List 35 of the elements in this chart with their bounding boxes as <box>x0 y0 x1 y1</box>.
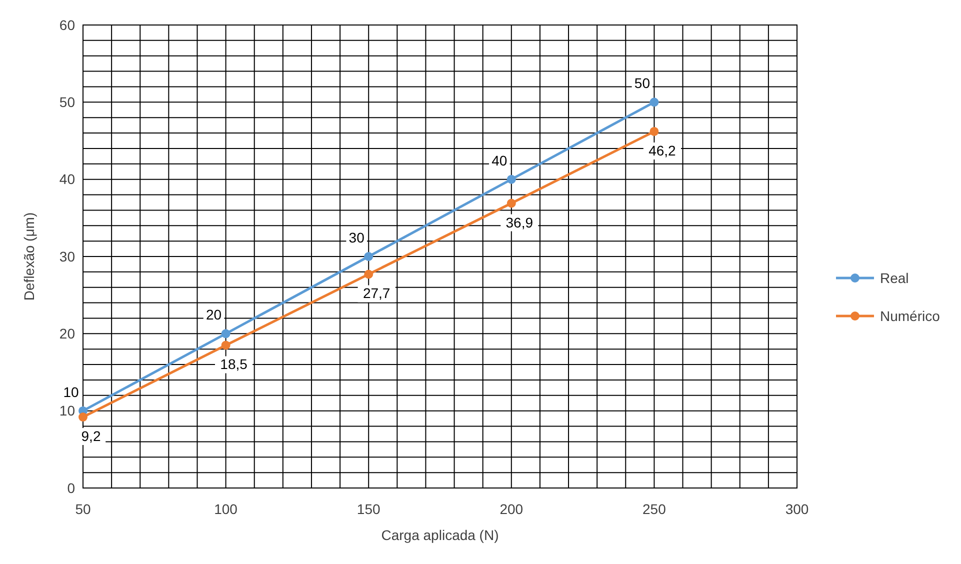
point <box>650 126 659 136</box>
y-tick-label: 30 <box>59 248 76 264</box>
x-tick-label: 250 <box>642 501 666 517</box>
y-axis-title: Deflexão (μm) <box>21 212 37 301</box>
y-tick-label: 40 <box>59 171 76 188</box>
y-tick-label: 0 <box>67 480 76 496</box>
point <box>221 340 230 350</box>
y-tick-label: 50 <box>59 94 76 110</box>
point <box>506 198 516 208</box>
x-tick-label: 200 <box>500 501 524 517</box>
data-label: 36,9 <box>506 214 534 230</box>
y-tick-label: 20 <box>59 326 76 342</box>
x-tick-label: 150 <box>356 501 380 517</box>
x-tick-label: 100 <box>214 501 238 517</box>
x-tick-label: 50 <box>75 501 91 517</box>
point <box>221 329 230 338</box>
data-label: 27,7 <box>362 285 390 302</box>
data-label: 9,2 <box>81 428 101 444</box>
point <box>364 270 374 279</box>
point <box>78 412 88 422</box>
data-label: 46,2 <box>648 142 676 158</box>
y-tick-label: 10 <box>59 402 76 419</box>
data-label: 20 <box>206 306 222 323</box>
legend-label: Numérico <box>880 308 940 324</box>
data-label: 18,5 <box>220 356 248 372</box>
legend-label: Real <box>880 270 909 286</box>
data-label: 40 <box>492 152 508 168</box>
data-label: 30 <box>348 230 365 246</box>
point <box>364 252 374 261</box>
x-tick-label: 300 <box>785 501 809 517</box>
point <box>506 174 516 184</box>
x-axis-title: Carga aplicada (N) <box>381 527 499 543</box>
y-tick-label: 60 <box>59 16 76 33</box>
point <box>650 98 659 107</box>
data-label: 50 <box>634 75 650 92</box>
